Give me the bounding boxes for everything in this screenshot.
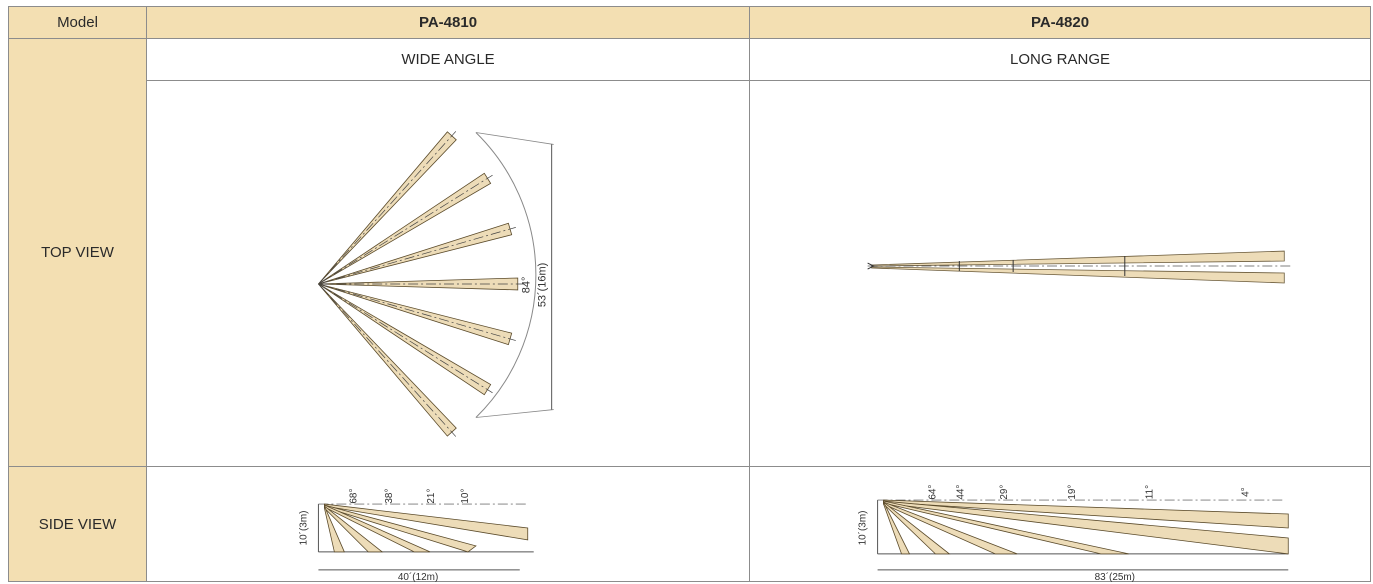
side-angle-29: 29° (999, 485, 1010, 500)
side-length-label: 83´(25m) (1095, 572, 1135, 582)
side-angle-68: 68° (348, 489, 359, 504)
pa4810-top-view: 84° 53´(16m) (146, 80, 750, 467)
top-beam-centerline-5 (318, 283, 516, 341)
top-view-label: TOP VIEW (8, 38, 147, 467)
angle-label-84: 84° (521, 277, 533, 294)
side-length-label: 40´(12m) (398, 572, 438, 582)
pa4820-top-view (749, 80, 1371, 467)
side-height-label: 10´(3m) (858, 511, 869, 546)
long-range-beam-lower (871, 266, 1285, 284)
side-height-label: 10´(3m) (298, 511, 309, 546)
side-angle-19: 19° (1067, 485, 1078, 500)
side-angle-21: 21° (426, 489, 437, 504)
top-beam-centerline-2 (318, 174, 493, 285)
top-beam-centerline-1 (318, 131, 457, 285)
model-header: Model (8, 6, 147, 39)
wide-angle-label: WIDE ANGLE (146, 38, 750, 81)
dim-ext-bottom (475, 409, 554, 418)
side-beam-64 (883, 501, 911, 555)
side-angle-44: 44° (955, 485, 966, 500)
side-beam-68 (324, 505, 345, 553)
wide-angle-side-diagram: 10´(3m) 40´(12m) 68° 38° 21° 10° (298, 489, 534, 582)
model-pa4820-header: PA-4820 (749, 6, 1371, 39)
coverage-arc (475, 132, 537, 418)
side-angle-11: 11° (1145, 485, 1156, 499)
side-view-label: SIDE VIEW (8, 466, 147, 582)
dim-ext-top (475, 132, 554, 145)
side-angle-64: 64° (927, 485, 938, 500)
width-label-53ft: 53´(16m) (537, 263, 549, 307)
pa4810-side-view: 10´(3m) 40´(12m) 68° 38° 21° 10° (146, 466, 750, 582)
long-range-side-diagram: 10´(3m) 83´(25m) 64° 44° 29° 19° 11° 4° (858, 485, 1289, 582)
wide-angle-top-diagram: 84° 53´(16m) (318, 131, 554, 437)
wide-angle-side-beams (324, 503, 529, 553)
coverage-table: Model PA-4810 PA-4820 TOP VIEW WIDE ANGL… (8, 6, 1371, 582)
top-beam-centerline-7 (318, 283, 457, 437)
top-beam-centerline-6 (318, 283, 493, 394)
side-angle-4: 4° (1240, 487, 1251, 497)
side-angle-10: 10° (460, 489, 471, 504)
model-pa4810-header: PA-4810 (146, 6, 750, 39)
long-range-top-diagram (867, 250, 1294, 284)
sensor-origin-mark (867, 262, 875, 270)
long-range-label: LONG RANGE (749, 38, 1371, 81)
long-range-beam-upper (871, 250, 1285, 267)
long-range-side-beams (883, 499, 1289, 555)
side-angle-38: 38° (384, 489, 395, 504)
pa4820-side-view: 10´(3m) 83´(25m) 64° 44° 29° 19° 11° 4° (749, 466, 1371, 582)
wide-angle-beam-fan (318, 131, 524, 437)
